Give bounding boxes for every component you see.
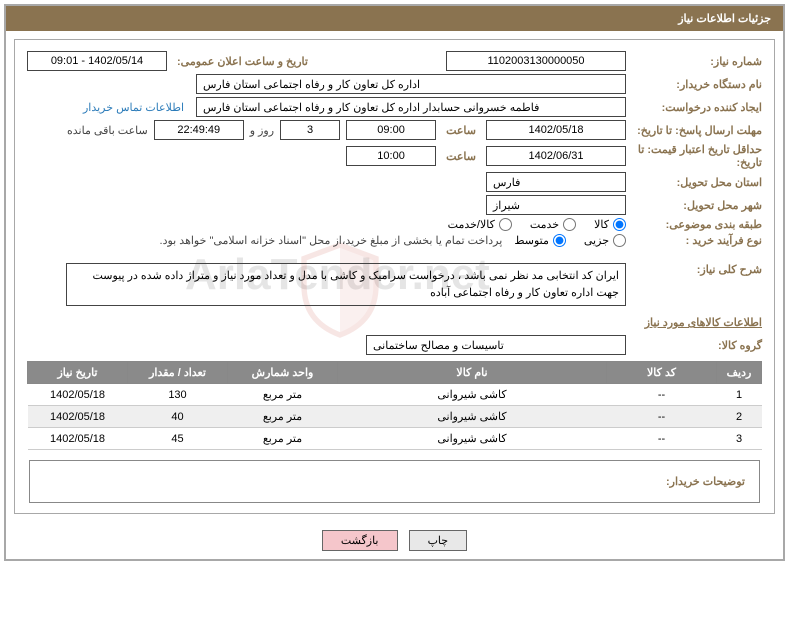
row-process: نوع فرآیند خرید : جزیی متوسط پرداخت تمام… xyxy=(27,234,762,247)
items-section-title: اطلاعات کالاهای مورد نیاز xyxy=(27,316,762,329)
group-value: تاسیسات و مصالح ساختمانی xyxy=(366,335,626,355)
button-row: چاپ بازگشت xyxy=(6,522,783,559)
table-cell: کاشی شیروانی xyxy=(338,384,607,406)
buyer-org-value: اداره کل تعاون کار و رفاه اجتماعی استان … xyxy=(196,74,626,94)
deadline-date: 1402/05/18 xyxy=(486,120,626,140)
table-cell: -- xyxy=(607,384,717,406)
row-overview: شرح کلی نیاز: ایران کد انتخابی مد نظر نم… xyxy=(27,263,762,306)
main-container: جزئیات اطلاعات نیاز ArlaTender.net شماره… xyxy=(4,4,785,561)
city-value: شیراز xyxy=(486,195,626,215)
province-value: فارس xyxy=(486,172,626,192)
countdown: 22:49:49 xyxy=(154,120,244,140)
buyer-notes-label: توضیحات خریدار: xyxy=(666,476,745,488)
row-need-no: شماره نیاز: 1102003130000050 تاریخ و ساع… xyxy=(27,51,762,71)
radio-both[interactable]: کالا/خدمت xyxy=(448,218,512,231)
time-word-2: ساعت xyxy=(442,150,480,163)
th-date: تاریخ نیاز xyxy=(28,362,128,384)
buyer-org-label: نام دستگاه خریدار: xyxy=(632,78,762,91)
table-header-row: ردیف کد کالا نام کالا واحد شمارش تعداد /… xyxy=(28,362,762,384)
process-radio-group: جزیی متوسط xyxy=(514,234,626,247)
category-radio-group: کالا خدمت کالا/خدمت xyxy=(448,218,626,231)
table-cell: -- xyxy=(607,406,717,428)
announce-label: تاریخ و ساعت اعلان عمومی: xyxy=(173,55,312,68)
row-validity: حداقل تاریخ اعتبار قیمت: تا تاریخ: 1402/… xyxy=(27,143,762,169)
time-word-1: ساعت xyxy=(442,124,480,137)
category-label: طبقه بندی موضوعی: xyxy=(632,218,762,231)
need-no-value: 1102003130000050 xyxy=(446,51,626,71)
province-label: استان محل تحویل: xyxy=(632,176,762,189)
radio-goods-label: کالا xyxy=(594,218,609,231)
radio-service-label: خدمت xyxy=(530,218,559,231)
radio-medium-input[interactable] xyxy=(553,234,566,247)
overview-label: شرح کلی نیاز: xyxy=(632,263,762,276)
process-label: نوع فرآیند خرید : xyxy=(632,234,762,247)
table-cell: 1402/05/18 xyxy=(28,406,128,428)
table-cell: 40 xyxy=(128,406,228,428)
radio-service-input[interactable] xyxy=(563,218,576,231)
table-row: 3--کاشی شیروانیمتر مربع451402/05/18 xyxy=(28,428,762,450)
row-deadline: مهلت ارسال پاسخ: تا تاریخ: 1402/05/18 سا… xyxy=(27,120,762,140)
remain-text: ساعت باقی مانده xyxy=(67,124,148,137)
table-cell: 45 xyxy=(128,428,228,450)
table-cell: 2 xyxy=(717,406,762,428)
radio-goods[interactable]: کالا xyxy=(594,218,626,231)
radio-small[interactable]: جزیی xyxy=(584,234,626,247)
table-row: 1--کاشی شیروانیمتر مربع1301402/05/18 xyxy=(28,384,762,406)
validity-label: حداقل تاریخ اعتبار قیمت: تا تاریخ: xyxy=(632,143,762,169)
row-city: شهر محل تحویل: شیراز xyxy=(27,195,762,215)
deadline-label: مهلت ارسال پاسخ: تا تاریخ: xyxy=(632,124,762,137)
radio-service[interactable]: خدمت xyxy=(530,218,576,231)
back-button[interactable]: بازگشت xyxy=(322,530,398,551)
row-group: گروه کالا: تاسیسات و مصالح ساختمانی xyxy=(27,335,762,355)
th-row: ردیف xyxy=(717,362,762,384)
deadline-time: 09:00 xyxy=(346,120,436,140)
table-cell: 1402/05/18 xyxy=(28,428,128,450)
th-name: نام کالا xyxy=(338,362,607,384)
print-button[interactable]: چاپ xyxy=(409,530,468,551)
row-category: طبقه بندی موضوعی: کالا خدمت کالا/خدمت xyxy=(27,218,762,231)
table-cell: 1 xyxy=(717,384,762,406)
th-qty: تعداد / مقدار xyxy=(128,362,228,384)
table-cell: -- xyxy=(607,428,717,450)
radio-goods-input[interactable] xyxy=(613,218,626,231)
table-cell: متر مربع xyxy=(228,384,338,406)
table-cell: 3 xyxy=(717,428,762,450)
th-code: کد کالا xyxy=(607,362,717,384)
buyer-notes-box: توضیحات خریدار: xyxy=(29,460,760,503)
table-cell: متر مربع xyxy=(228,428,338,450)
th-unit: واحد شمارش xyxy=(228,362,338,384)
table-cell: کاشی شیروانی xyxy=(338,428,607,450)
city-label: شهر محل تحویل: xyxy=(632,199,762,212)
buyer-contact-link[interactable]: اطلاعات تماس خریدار xyxy=(83,101,190,114)
table-cell: 130 xyxy=(128,384,228,406)
requester-value: فاطمه خسروانی حسابدار اداره کل تعاون کار… xyxy=(196,97,626,117)
radio-both-label: کالا/خدمت xyxy=(448,218,495,231)
radio-both-input[interactable] xyxy=(499,218,512,231)
form-panel: ArlaTender.net شماره نیاز: 1102003130000… xyxy=(14,39,775,514)
validity-date: 1402/06/31 xyxy=(486,146,626,166)
radio-medium[interactable]: متوسط xyxy=(514,234,566,247)
radio-small-label: جزیی xyxy=(584,234,609,247)
process-note: پرداخت تمام یا بخشی از مبلغ خرید،از محل … xyxy=(160,234,509,247)
row-province: استان محل تحویل: فارس xyxy=(27,172,762,192)
items-table: ردیف کد کالا نام کالا واحد شمارش تعداد /… xyxy=(27,361,762,450)
days-count: 3 xyxy=(280,120,340,140)
header-title: جزئیات اطلاعات نیاز xyxy=(6,6,783,31)
requester-label: ایجاد کننده درخواست: xyxy=(632,101,762,114)
table-cell: متر مربع xyxy=(228,406,338,428)
need-no-label: شماره نیاز: xyxy=(632,55,762,68)
validity-time: 10:00 xyxy=(346,146,436,166)
overview-text: ایران کد انتخابی مد نظر نمی باشد ، درخوا… xyxy=(66,263,626,306)
group-label: گروه کالا: xyxy=(632,339,762,352)
row-requester: ایجاد کننده درخواست: فاطمه خسروانی حسابد… xyxy=(27,97,762,117)
radio-medium-label: متوسط xyxy=(514,234,549,247)
row-buyer-org: نام دستگاه خریدار: اداره کل تعاون کار و … xyxy=(27,74,762,94)
table-cell: کاشی شیروانی xyxy=(338,406,607,428)
table-cell: 1402/05/18 xyxy=(28,384,128,406)
table-row: 2--کاشی شیروانیمتر مربع401402/05/18 xyxy=(28,406,762,428)
announce-value: 1402/05/14 - 09:01 xyxy=(27,51,167,71)
days-and: روز و xyxy=(250,124,274,137)
radio-small-input[interactable] xyxy=(613,234,626,247)
